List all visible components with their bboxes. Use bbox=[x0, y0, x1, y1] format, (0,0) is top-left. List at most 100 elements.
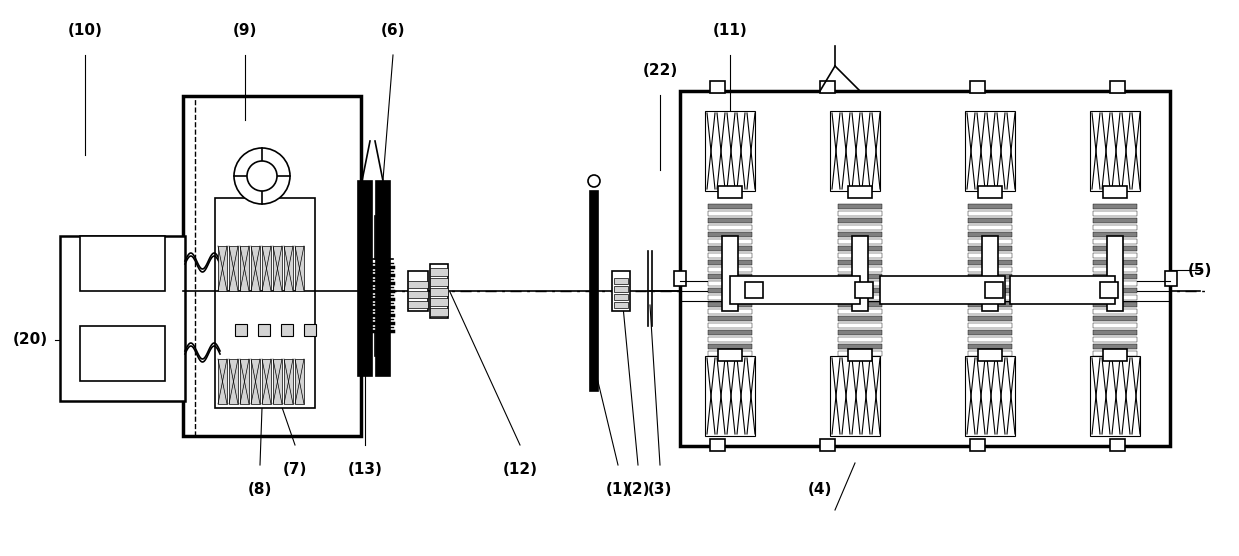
Bar bbox=[838, 260, 882, 265]
Bar bbox=[408, 271, 427, 311]
Bar bbox=[983, 236, 997, 311]
Bar bbox=[273, 246, 282, 291]
Text: (8): (8) bbox=[248, 483, 273, 498]
Bar bbox=[1093, 204, 1137, 209]
Bar bbox=[680, 91, 1170, 446]
Bar bbox=[968, 260, 1012, 265]
Bar bbox=[968, 330, 1012, 335]
Bar bbox=[968, 288, 1012, 293]
Bar bbox=[707, 232, 752, 237]
Bar bbox=[1093, 302, 1137, 307]
Bar bbox=[1093, 260, 1137, 265]
Bar bbox=[674, 271, 686, 286]
Bar bbox=[707, 351, 752, 356]
Bar bbox=[358, 181, 372, 376]
Bar bbox=[1093, 253, 1137, 258]
Bar bbox=[838, 323, 882, 328]
Bar bbox=[970, 81, 985, 93]
Bar bbox=[838, 211, 882, 216]
Bar bbox=[820, 81, 835, 93]
Bar bbox=[1103, 349, 1127, 361]
Bar bbox=[970, 439, 985, 451]
Bar bbox=[1093, 239, 1137, 244]
Bar bbox=[707, 302, 752, 307]
Bar bbox=[1093, 309, 1137, 314]
Bar bbox=[968, 204, 1012, 209]
Bar bbox=[968, 211, 1012, 216]
Bar bbox=[183, 96, 361, 436]
Bar bbox=[838, 288, 882, 293]
Bar bbox=[855, 282, 873, 298]
Text: (12): (12) bbox=[503, 463, 538, 478]
Bar bbox=[1093, 211, 1137, 216]
Bar bbox=[985, 282, 1004, 298]
Bar bbox=[218, 359, 227, 404]
Bar bbox=[838, 225, 882, 230]
Bar bbox=[707, 260, 752, 265]
Bar bbox=[252, 246, 260, 291]
Text: (5): (5) bbox=[1188, 262, 1212, 277]
Bar bbox=[745, 282, 763, 298]
Bar bbox=[710, 81, 725, 93]
Bar bbox=[838, 316, 882, 321]
Bar bbox=[261, 359, 271, 404]
Bar bbox=[304, 324, 316, 336]
Bar bbox=[430, 288, 449, 296]
Bar bbox=[284, 246, 292, 291]
Bar bbox=[273, 359, 282, 404]
Text: (2): (2) bbox=[626, 483, 650, 498]
Bar bbox=[707, 274, 752, 279]
Bar bbox=[218, 246, 227, 291]
Bar bbox=[707, 337, 752, 342]
Bar bbox=[707, 344, 752, 349]
Bar bbox=[978, 186, 1002, 198]
Bar bbox=[1110, 439, 1125, 451]
Bar bbox=[295, 359, 304, 404]
Bar bbox=[1106, 236, 1123, 311]
Text: (7): (7) bbox=[282, 463, 307, 478]
Text: (11): (11) bbox=[712, 22, 747, 37]
Bar bbox=[838, 281, 882, 286]
Bar bbox=[1093, 274, 1137, 279]
Text: (22): (22) bbox=[642, 62, 678, 77]
Bar bbox=[240, 359, 249, 404]
Bar bbox=[430, 264, 449, 318]
Text: (1): (1) bbox=[606, 483, 631, 498]
Bar bbox=[722, 236, 738, 311]
Bar bbox=[1093, 267, 1137, 272]
Bar bbox=[1093, 246, 1137, 251]
Bar bbox=[968, 337, 1012, 342]
Bar bbox=[430, 308, 449, 316]
Bar bbox=[707, 295, 752, 300]
Bar bbox=[707, 288, 752, 293]
Bar bbox=[838, 309, 882, 314]
Bar bbox=[229, 359, 238, 404]
Circle shape bbox=[589, 175, 600, 187]
Bar bbox=[1110, 81, 1125, 93]
Bar bbox=[375, 181, 390, 376]
Circle shape bbox=[247, 161, 278, 191]
Bar bbox=[1093, 225, 1137, 230]
Bar bbox=[430, 278, 449, 286]
Bar bbox=[705, 111, 755, 191]
Bar bbox=[1093, 281, 1137, 286]
Bar bbox=[707, 218, 752, 223]
Bar bbox=[705, 356, 755, 436]
Bar bbox=[1093, 351, 1137, 356]
Bar bbox=[830, 356, 880, 436]
Bar bbox=[707, 204, 752, 209]
Bar bbox=[1093, 337, 1137, 342]
Bar bbox=[968, 323, 1012, 328]
Bar bbox=[968, 281, 1012, 286]
Bar bbox=[717, 186, 742, 198]
Bar bbox=[968, 239, 1012, 244]
Circle shape bbox=[234, 148, 290, 204]
Bar bbox=[707, 211, 752, 216]
Bar bbox=[707, 309, 752, 314]
Bar bbox=[707, 253, 752, 258]
Bar bbox=[408, 301, 427, 308]
Bar bbox=[81, 236, 165, 291]
Bar bbox=[717, 349, 742, 361]
Bar bbox=[295, 246, 304, 291]
Bar bbox=[615, 294, 628, 300]
